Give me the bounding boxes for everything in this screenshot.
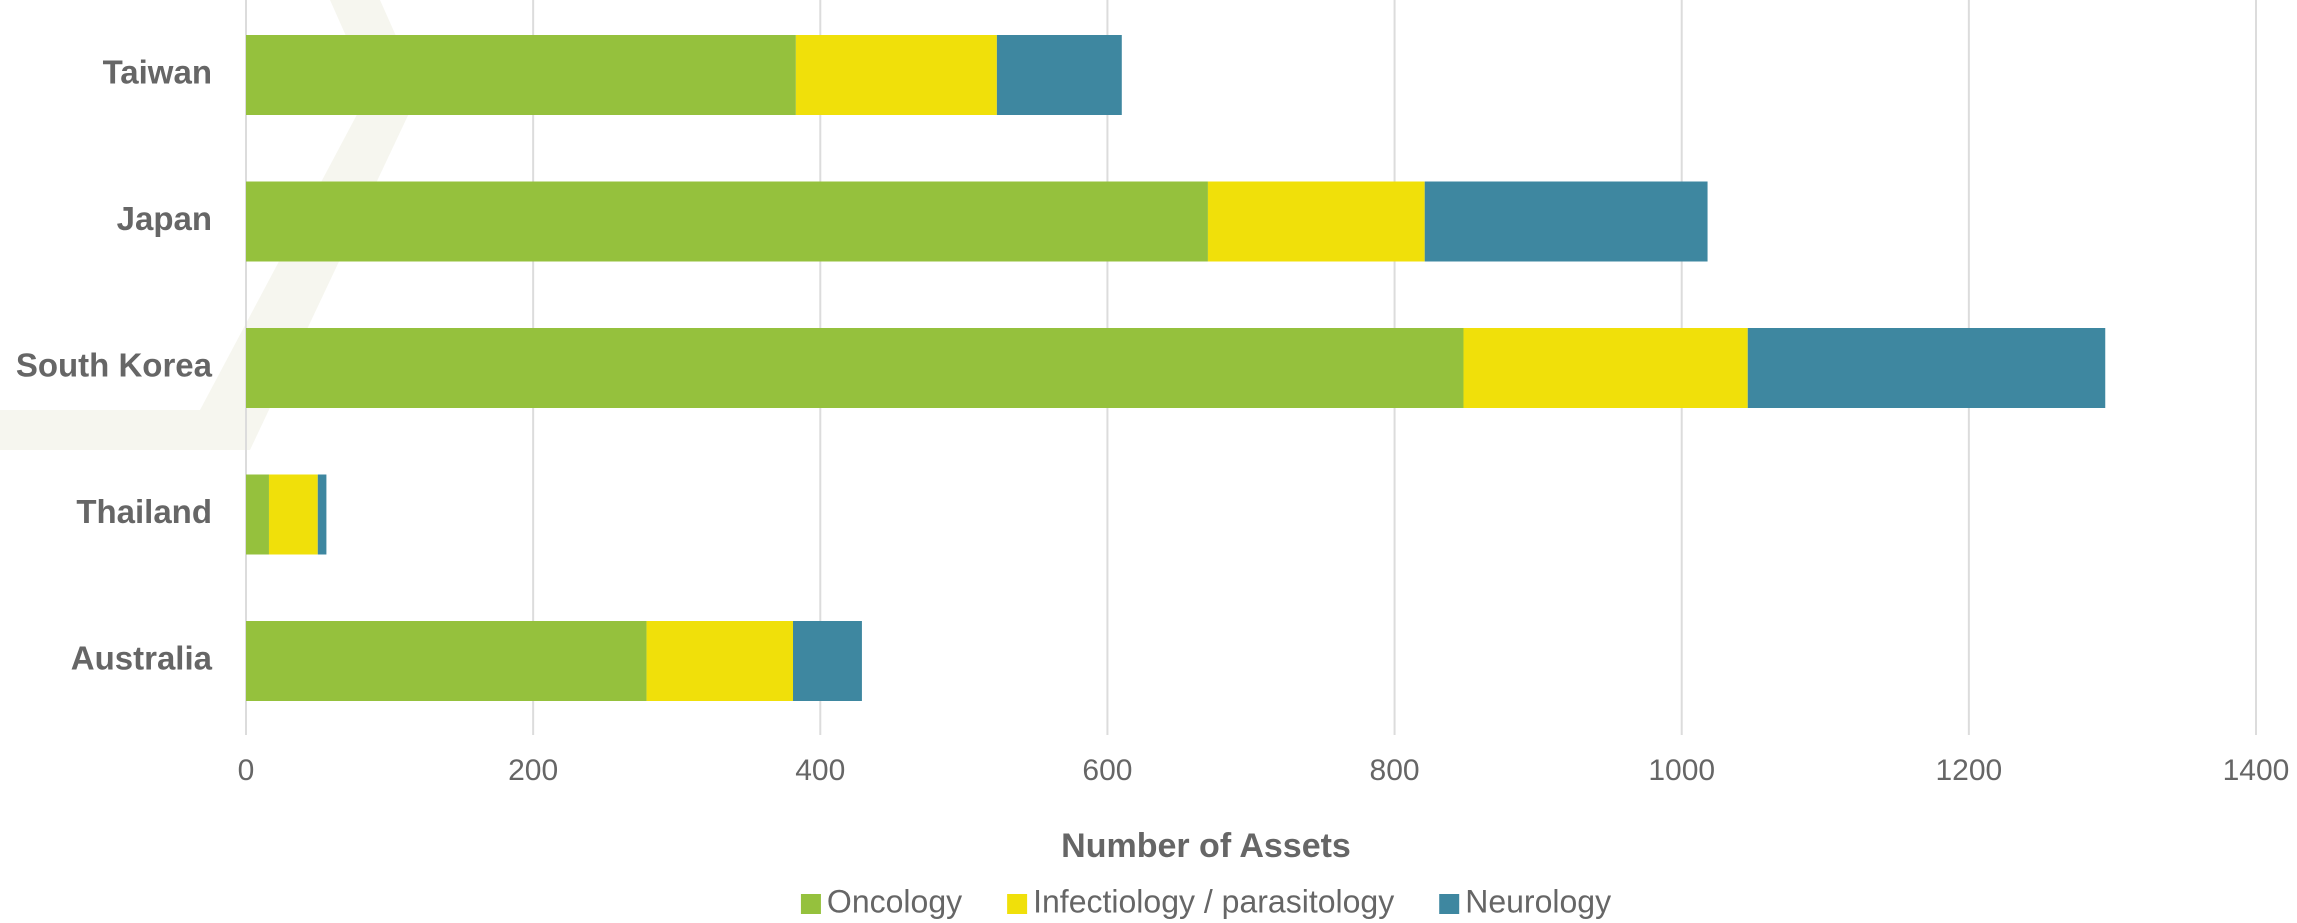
x-axis-title: Number of Assets bbox=[1061, 827, 1351, 865]
y-tick-label: Japan bbox=[117, 200, 212, 237]
x-tick-label: 400 bbox=[795, 754, 845, 787]
legend-label: Infectiology / parasitology bbox=[1033, 883, 1394, 919]
bar-segment bbox=[1424, 181, 1708, 262]
bar-segment bbox=[795, 35, 997, 115]
bar-segment bbox=[1747, 328, 2106, 408]
x-tick-label: 600 bbox=[1082, 754, 1132, 787]
y-tick-label: Australia bbox=[71, 640, 213, 677]
bar-segment bbox=[246, 35, 796, 115]
bar-segment bbox=[996, 35, 1122, 115]
x-tick-label: 0 bbox=[238, 754, 255, 787]
bar-segment bbox=[268, 474, 318, 555]
legend: Oncology Infectiology / parasitology Neuro… bbox=[800, 883, 1611, 919]
x-tick-label: 1000 bbox=[1648, 754, 1715, 787]
bar-segment bbox=[246, 328, 1464, 408]
x-tick-label: 1200 bbox=[1935, 754, 2002, 787]
bar-segment bbox=[246, 474, 269, 555]
bar-segment bbox=[793, 621, 862, 701]
bar-segment bbox=[646, 621, 794, 701]
y-tick-label: South Korea bbox=[16, 347, 213, 384]
y-tick-label: Thailand bbox=[76, 493, 212, 530]
legend-swatch bbox=[1439, 894, 1460, 914]
bar-segment bbox=[317, 474, 327, 555]
x-tick-label: 200 bbox=[508, 754, 558, 787]
x-tick-label: 1400 bbox=[2223, 754, 2290, 787]
legend-swatch bbox=[800, 894, 821, 914]
bar-segment bbox=[1207, 181, 1425, 262]
legend-label: Oncology bbox=[827, 883, 962, 919]
x-tick-label: 800 bbox=[1370, 754, 1420, 787]
bar-segment bbox=[246, 621, 647, 701]
bar-segment bbox=[1463, 328, 1748, 408]
legend-swatch bbox=[1007, 894, 1028, 914]
bar-segment bbox=[246, 181, 1208, 262]
legend-label: Neurology bbox=[1465, 883, 1611, 919]
y-tick-label: Taiwan bbox=[103, 54, 212, 91]
